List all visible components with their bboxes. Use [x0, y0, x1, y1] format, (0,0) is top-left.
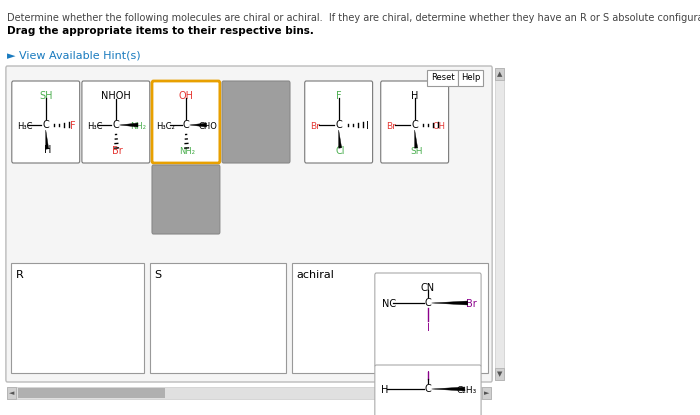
FancyBboxPatch shape [152, 165, 220, 234]
Bar [8, 387, 16, 399]
FancyBboxPatch shape [374, 365, 481, 415]
Polygon shape [414, 130, 418, 148]
Text: F: F [336, 91, 342, 101]
FancyBboxPatch shape [152, 81, 220, 163]
Bar [495, 68, 504, 380]
Bar [8, 387, 491, 399]
Text: Cl: Cl [335, 146, 345, 156]
Text: CN: CN [421, 283, 435, 293]
Text: achiral: achiral [297, 270, 335, 280]
Text: Drag the appropriate items to their respective bins.: Drag the appropriate items to their resp… [8, 26, 314, 36]
Text: ▼: ▼ [497, 371, 502, 377]
Text: C: C [425, 298, 431, 308]
FancyBboxPatch shape [222, 81, 290, 163]
Text: H₃C₂: H₃C₂ [156, 122, 175, 130]
FancyBboxPatch shape [381, 81, 449, 163]
Text: Br: Br [386, 122, 396, 130]
Text: I: I [366, 121, 369, 131]
Text: SH: SH [410, 147, 422, 156]
Bar [150, 263, 286, 373]
Text: NHOH: NHOH [101, 91, 131, 101]
Text: NH₂: NH₂ [130, 122, 146, 130]
Text: C: C [335, 120, 342, 130]
Text: H: H [381, 385, 388, 395]
Polygon shape [339, 130, 342, 148]
Text: OH: OH [178, 91, 193, 101]
Text: Br: Br [310, 122, 320, 130]
Text: H₃C: H₃C [17, 122, 32, 130]
Text: ◄: ◄ [9, 390, 15, 396]
Text: R: R [15, 270, 23, 280]
Text: F: F [69, 121, 76, 131]
Text: C: C [43, 120, 49, 130]
Bar [18, 388, 165, 398]
FancyBboxPatch shape [6, 66, 492, 382]
Bar [495, 368, 504, 380]
Text: H: H [44, 145, 52, 155]
Polygon shape [190, 123, 206, 127]
Polygon shape [432, 387, 465, 391]
Text: Help: Help [461, 73, 480, 83]
Bar [11, 263, 144, 373]
Text: C: C [113, 120, 119, 130]
Bar [292, 263, 488, 373]
Text: ► View Available Hint(s): ► View Available Hint(s) [8, 50, 141, 60]
Text: ▲: ▲ [497, 71, 502, 77]
Text: SH: SH [39, 91, 52, 101]
Bar [495, 68, 504, 80]
FancyBboxPatch shape [427, 70, 458, 86]
FancyBboxPatch shape [304, 81, 372, 163]
Text: Determine whether the following molecules are chiral or achiral.  If they are ch: Determine whether the following molecule… [8, 13, 700, 23]
FancyBboxPatch shape [458, 70, 483, 86]
Polygon shape [432, 301, 468, 305]
FancyBboxPatch shape [374, 273, 481, 367]
Text: I: I [426, 371, 429, 381]
FancyBboxPatch shape [82, 81, 150, 163]
Text: CHO: CHO [198, 122, 217, 130]
Text: Br: Br [112, 146, 122, 156]
FancyBboxPatch shape [12, 81, 80, 163]
Polygon shape [46, 130, 49, 149]
Bar [482, 387, 491, 399]
Polygon shape [120, 123, 138, 127]
Text: C₂H₃: C₂H₃ [456, 386, 477, 395]
Text: S: S [154, 270, 161, 280]
Text: NC: NC [382, 299, 396, 309]
Text: Br: Br [466, 299, 477, 309]
Text: H₃C: H₃C [87, 122, 103, 130]
Text: H: H [411, 91, 419, 101]
Text: NH₂: NH₂ [179, 147, 195, 156]
Text: Reset: Reset [431, 73, 454, 83]
Text: ►: ► [484, 390, 489, 396]
Text: OH: OH [433, 122, 446, 130]
Text: C: C [425, 384, 431, 394]
Text: C: C [412, 120, 418, 130]
Text: C: C [183, 120, 189, 130]
Text: I: I [426, 323, 429, 333]
